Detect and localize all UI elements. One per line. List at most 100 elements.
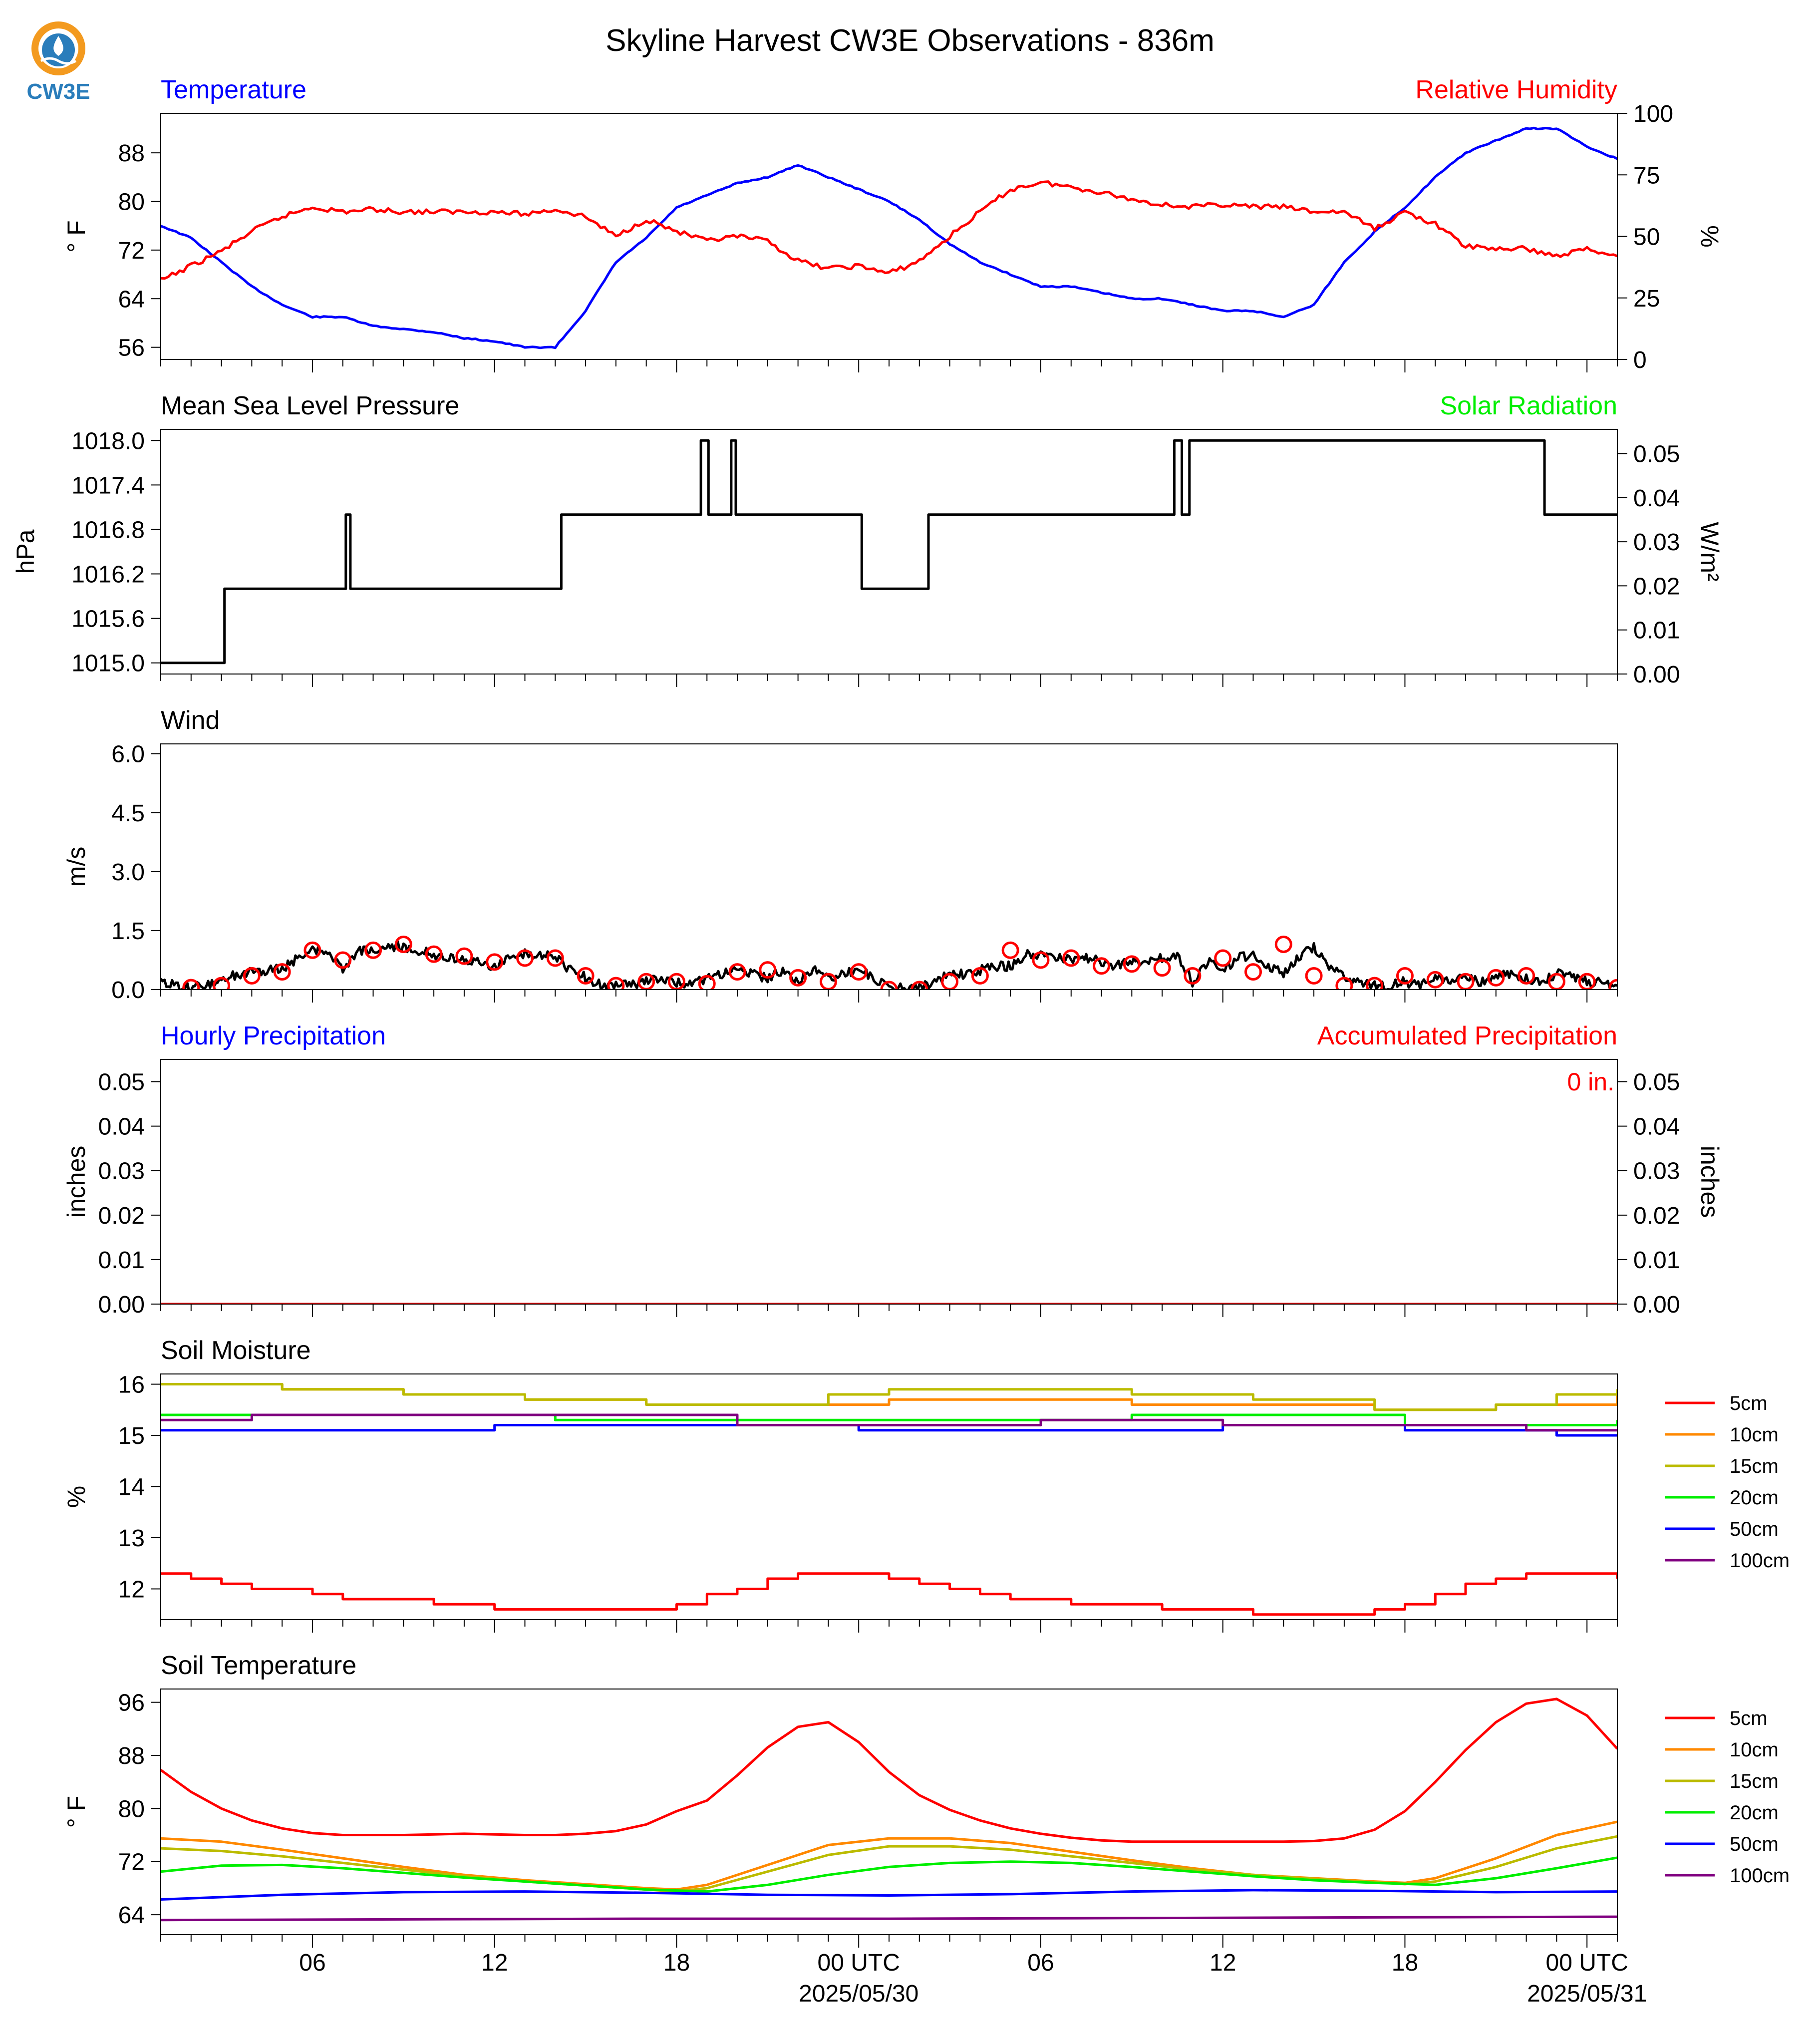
y-tick-label: 1016.8: [71, 517, 145, 543]
y-tick-label: 0.00: [98, 1292, 145, 1318]
y-tick-label: 0.03: [98, 1158, 145, 1185]
series-line-100cm: [161, 1915, 1617, 1922]
y-right-tick-label: 100: [1633, 101, 1673, 127]
y-tick-label: 80: [118, 1796, 145, 1822]
y-tick-label: 3.0: [111, 859, 145, 886]
panel-title-left: Wind: [161, 706, 220, 735]
series-line-left: [161, 126, 1617, 349]
legend-entry-label: 100cm: [1730, 1865, 1790, 1887]
y-tick-label: 13: [118, 1525, 145, 1552]
y-tick-label: 72: [118, 1849, 145, 1876]
wind-gust-marker: [971, 967, 989, 985]
series-line-20cm: [161, 1856, 1617, 1893]
wind-gust-marker: [1274, 935, 1292, 953]
accumulated-total-label: 0 in.: [1567, 1068, 1614, 1096]
wind-gust-marker: [1366, 977, 1384, 990]
series-group: [161, 935, 1617, 990]
x-tick-label: 06: [1027, 1950, 1054, 1976]
panel-title-left: Temperature: [161, 75, 306, 104]
y-tick-label: 64: [118, 1902, 145, 1929]
panel-pressure-solar: 1015.0 1015.6 1016.2 1016.8 1017.4 1018.0 0.00…: [11, 391, 1724, 688]
y-right-tick-label: 0.01: [1633, 618, 1680, 644]
y-right-tick-label: 0.02: [1633, 573, 1680, 600]
y-tick-label: 80: [118, 189, 145, 216]
panel-title-right: Accumulated Precipitation: [1317, 1021, 1617, 1050]
plot-frame: [160, 113, 1618, 360]
series-line-50cm: [161, 1424, 1617, 1437]
series-line-100cm: [161, 1413, 1617, 1432]
x-tick-label: 12: [481, 1950, 508, 1976]
series-line-15cm: [161, 1383, 1617, 1411]
y-axis-label: ° F: [62, 220, 90, 252]
y-right-tick-label: 0.04: [1633, 1114, 1680, 1140]
y-right-tick-label: 0.04: [1633, 485, 1680, 512]
legend-entry-label: 5cm: [1730, 1707, 1768, 1729]
series-line-left: [161, 940, 1617, 990]
wind-gust-marker: [1093, 957, 1111, 975]
y-right-tick-label: 0.02: [1633, 1203, 1680, 1229]
y-tick-label: 0.04: [98, 1114, 145, 1140]
panel-title-left: Mean Sea Level Pressure: [161, 391, 459, 420]
series-line-5cm: [161, 1572, 1617, 1616]
y-right-tick-label: 0: [1633, 347, 1647, 373]
legend-entry-label: 20cm: [1730, 1802, 1779, 1824]
x-date-label: 2025/05/31: [1527, 1981, 1647, 2007]
wind-gust-marker: [941, 973, 959, 990]
y-right-tick-label: 0.00: [1633, 662, 1680, 688]
y-tick-label: 4.5: [111, 800, 145, 827]
x-tick-label: 18: [663, 1950, 690, 1976]
y-tick-label: 0.02: [98, 1203, 145, 1229]
wind-gust-marker: [607, 977, 625, 990]
y-right-tick-label: 0.03: [1633, 1158, 1680, 1185]
wind-gust-marker: [1335, 977, 1353, 990]
water-drop-icon: [53, 36, 63, 56]
legend: 5cm 10cm 15cm 20cm 50cm 100cm: [1665, 1392, 1790, 1572]
y-tick-label: 56: [118, 335, 145, 361]
wind-gust-marker: [1608, 979, 1617, 990]
y-tick-label: 16: [118, 1372, 145, 1398]
x-tick-label: 06: [299, 1950, 325, 1976]
panel-wind: 0.0 1.5 3.0 4.5 6.0 Wind m/s: [62, 706, 1618, 1004]
y-axis-label: %: [62, 1486, 90, 1508]
series-line-10cm: [161, 1820, 1617, 1891]
y-right-tick-label: 0.03: [1633, 529, 1680, 556]
y-right-tick-label: 25: [1633, 286, 1660, 312]
y-right-tick-label: 75: [1633, 162, 1660, 189]
wind-gust-marker: [1123, 955, 1141, 973]
wind-gust-marker: [1244, 963, 1262, 981]
x-tick-label: 00 UTC: [818, 1950, 900, 1976]
wind-gust-marker: [1153, 959, 1171, 977]
y-tick-label: 1.5: [111, 918, 145, 945]
y-tick-label: 64: [118, 286, 145, 313]
panel-temperature-rh: 56 64 72 80 88 0 25 50 75 100 Temperature Relative …: [62, 75, 1724, 373]
panel-title-left: Hourly Precipitation: [161, 1021, 386, 1050]
plot-frame: [160, 1689, 1618, 1935]
x-date-label: 2025/05/30: [799, 1981, 918, 2007]
wind-gust-marker: [243, 967, 261, 985]
wind-gust-marker: [1305, 967, 1323, 985]
wind-gust-marker: [1426, 971, 1444, 989]
panel-title-right: Solar Radiation: [1440, 391, 1617, 420]
legend-entry-label: 15cm: [1730, 1770, 1779, 1792]
series-group: [161, 439, 1617, 665]
series-line-5cm: [161, 1697, 1617, 1843]
y-right-tick-label: 0.05: [1633, 1069, 1680, 1096]
logo-text: CW3E: [26, 79, 90, 104]
y-tick-label: 12: [118, 1577, 145, 1603]
wind-gust-marker: [273, 963, 291, 981]
y-tick-label: 96: [118, 1690, 145, 1716]
y-tick-label: 1017.4: [71, 472, 145, 499]
wind-gust-marker: [303, 941, 321, 959]
y-tick-label: 72: [118, 238, 145, 264]
panel-precipitation: 0.00 0.01 0.02 0.03 0.04 0.05 0.00 0.01 0.02 0.03…: [62, 1021, 1724, 1318]
panel-title-left: Soil Temperature: [161, 1651, 356, 1680]
wind-gust-marker: [789, 969, 807, 987]
y-axis-label: m/s: [62, 847, 90, 887]
chart-panels: 56 64 72 80 88 0 25 50 75 100 Temperature Relative …: [11, 75, 1790, 2007]
y-tick-label: 1018.0: [71, 428, 145, 454]
wind-gust-marker: [1547, 973, 1565, 990]
wind-gust-marker: [1001, 941, 1019, 959]
